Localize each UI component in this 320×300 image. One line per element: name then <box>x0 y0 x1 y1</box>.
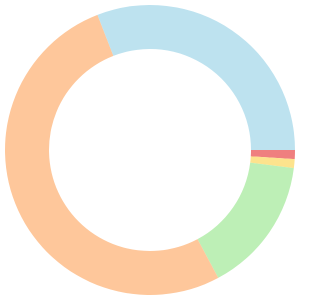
donut-segment <box>97 4 296 150</box>
donut-segment <box>4 14 219 296</box>
donut-segment <box>250 156 295 169</box>
donut-segment <box>250 150 295 160</box>
donut-segment <box>197 162 294 278</box>
chart <box>4 4 296 296</box>
